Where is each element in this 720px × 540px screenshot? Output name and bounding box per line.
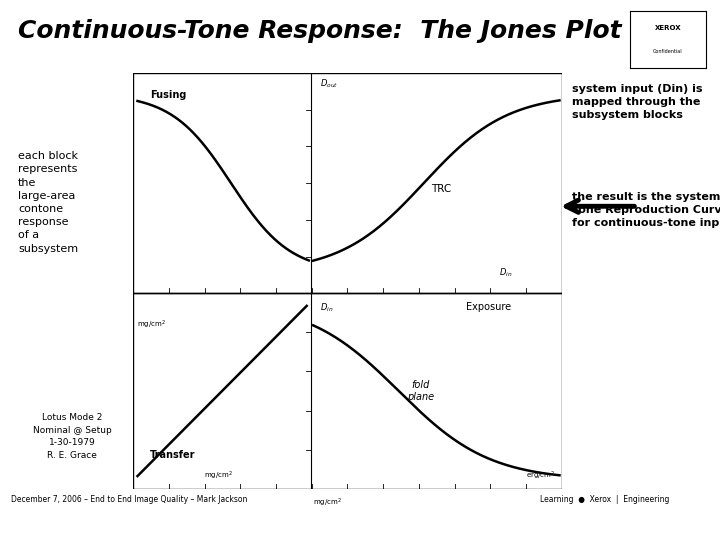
Text: mg/cm$^2$: mg/cm$^2$ [313,497,342,509]
Text: $D_{in}$: $D_{in}$ [499,266,513,279]
Text: Continuous-Tone Response:  The Jones Plot: Continuous-Tone Response: The Jones Plot [18,19,621,43]
Text: Fusing: Fusing [150,90,186,99]
Bar [133,73,562,293]
Text: fold
plane: fold plane [407,380,433,402]
Text: TRC: TRC [431,184,451,194]
Text: December 7, 2006 – End to End Image Quality – Mark Jackson: December 7, 2006 – End to End Image Qual… [11,495,247,504]
Text: XEROX: XEROX [654,25,681,31]
Text: $D_{out}$: $D_{out}$ [320,77,338,90]
Text: Learning  ●  Xerox  |  Engineering: Learning ● Xerox | Engineering [540,495,670,504]
Text: erg/cm$^2$: erg/cm$^2$ [526,470,555,482]
Text: each block
represents
the
large-area
contone
response
of a
subsystem: each block represents the large-area con… [18,151,78,254]
Text: system input (Din) is
mapped through the
subsystem blocks: system input (Din) is mapped through the… [572,84,703,120]
Text: mg/cm$^2$: mg/cm$^2$ [138,318,166,330]
Text: 6: 6 [693,516,702,529]
Bar [133,293,562,489]
Text: the result is the system
Tone Reproduction Curve
for continuous-tone input: the result is the system Tone Reproducti… [572,192,720,228]
Text: Lotus Mode 2
Nominal @ Setup
1-30-1979
R. E. Grace: Lotus Mode 2 Nominal @ Setup 1-30-1979 R… [32,413,112,460]
Text: mg/cm$^2$: mg/cm$^2$ [204,470,233,482]
Text: $D_{in}$: $D_{in}$ [320,301,333,314]
Text: Exposure: Exposure [467,301,511,312]
Text: Transfer: Transfer [150,450,196,460]
Text: Confidential: Confidential [653,49,683,54]
Bar [309,493,562,540]
